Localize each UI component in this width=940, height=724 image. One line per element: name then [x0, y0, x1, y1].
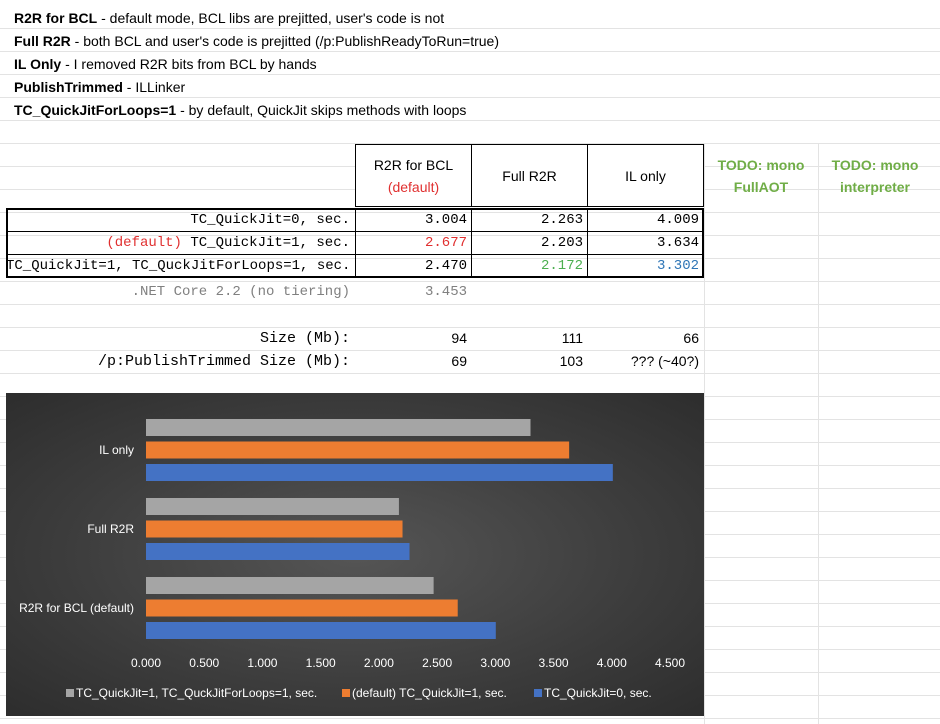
- value-cell[interactable]: 4.009: [656, 212, 699, 228]
- category-label: R2R for BCL (default): [19, 601, 134, 615]
- row-label-netcore[interactable]: .NET Core 2.2 (no tiering): [131, 284, 350, 300]
- legend-entry[interactable]: (default) TC_QuickJit=1, sec.: [352, 686, 507, 700]
- note-line[interactable]: IL Only - I removed R2R bits from BCL by…: [14, 56, 317, 72]
- note-line[interactable]: Full R2R - both BCL and user's code is p…: [14, 33, 499, 49]
- value-cell[interactable]: ??? (~40?): [630, 353, 699, 369]
- x-tick-label: 4.000: [597, 656, 627, 670]
- table-divider: [587, 208, 588, 278]
- value-cell[interactable]: 3.004: [424, 212, 467, 228]
- value-cell[interactable]: 66: [683, 330, 699, 346]
- value-cell[interactable]: 2.172: [540, 258, 583, 274]
- bar[interactable]: [146, 543, 410, 560]
- legend-swatch: [534, 689, 542, 697]
- todo-mono-fullaot[interactable]: TODO: mono FullAOT: [717, 156, 805, 195]
- category-label: IL only: [99, 443, 134, 457]
- column-divider: [704, 144, 705, 394]
- value-cell[interactable]: 3.302: [656, 258, 699, 274]
- x-tick-label: 3.000: [480, 656, 510, 670]
- row-label-size[interactable]: Size (Mb):: [259, 330, 350, 347]
- table-divider: [6, 231, 704, 232]
- header-full-r2r[interactable]: Full R2R: [471, 144, 588, 207]
- row-label-quickjit-0[interactable]: TC_QuickJit=0, sec.: [190, 212, 350, 228]
- x-tick-label: 1.500: [306, 656, 336, 670]
- legend-entry[interactable]: TC_QuickJit=1, TC_QuckJitForLoops=1, sec…: [76, 686, 317, 700]
- bar-chart[interactable]: IL only Full R2R R2R for BCL (default) 0.00…: [6, 393, 704, 716]
- bar[interactable]: [146, 441, 570, 459]
- todo-mono-interpreter[interactable]: TODO: mono interpreter: [831, 156, 919, 195]
- x-tick-label: 3.500: [539, 656, 569, 670]
- category-label: Full R2R: [87, 522, 134, 536]
- bar[interactable]: [146, 464, 613, 481]
- bar[interactable]: [146, 577, 434, 594]
- column-divider: [704, 394, 705, 724]
- value-cell[interactable]: 2.677: [424, 235, 467, 251]
- value-cell[interactable]: 3.634: [656, 235, 699, 251]
- table-divider: [471, 208, 472, 278]
- table-divider: [355, 208, 356, 278]
- x-tick-label: 0.000: [131, 656, 161, 670]
- x-tick-label: 2.500: [422, 656, 452, 670]
- note-line[interactable]: R2R for BCL - default mode, BCL libs are…: [14, 10, 445, 26]
- bar[interactable]: [146, 498, 399, 515]
- bar[interactable]: [146, 622, 496, 639]
- legend-swatch: [342, 689, 350, 697]
- value-cell[interactable]: 2.263: [540, 212, 583, 228]
- note-line[interactable]: PublishTrimmed - ILLinker: [14, 79, 186, 95]
- value-cell[interactable]: 111: [561, 330, 583, 346]
- value-cell[interactable]: 103: [559, 353, 583, 369]
- x-tick-label: 4.500: [655, 656, 685, 670]
- row-label-trimmed[interactable]: /p:PublishTrimmed Size (Mb):: [97, 353, 350, 370]
- bar[interactable]: [146, 419, 531, 436]
- value-cell[interactable]: 3.453: [424, 284, 467, 300]
- row-label-quickjit-1[interactable]: (default) TC_QuickJit=1, sec.: [106, 235, 350, 251]
- row-label-quickjit-loops[interactable]: TC_QuickJit=1, TC_QuckJitForLoops=1, sec…: [6, 258, 351, 274]
- value-cell[interactable]: 69: [451, 353, 467, 369]
- legend-entry[interactable]: TC_QuickJit=0, sec.: [544, 686, 652, 700]
- header-r2r-bcl[interactable]: R2R for BCL (default): [355, 144, 472, 207]
- value-cell[interactable]: 2.203: [540, 235, 583, 251]
- value-cell[interactable]: 94: [451, 330, 467, 346]
- bar[interactable]: [146, 599, 458, 617]
- chart-svg: IL only Full R2R R2R for BCL (default) 0.00…: [19, 419, 685, 700]
- x-tick-label: 1.000: [247, 656, 277, 670]
- x-tick-label: 0.500: [189, 656, 219, 670]
- legend-swatch: [66, 689, 74, 697]
- value-cell[interactable]: 2.470: [424, 258, 467, 274]
- header-il-only[interactable]: IL only: [587, 144, 704, 207]
- column-divider: [818, 144, 819, 724]
- note-line[interactable]: TC_QuickJitForLoops=1 - by default, Quic…: [14, 102, 467, 118]
- table-divider: [6, 254, 704, 255]
- x-tick-label: 2.000: [364, 656, 394, 670]
- bar[interactable]: [146, 520, 403, 538]
